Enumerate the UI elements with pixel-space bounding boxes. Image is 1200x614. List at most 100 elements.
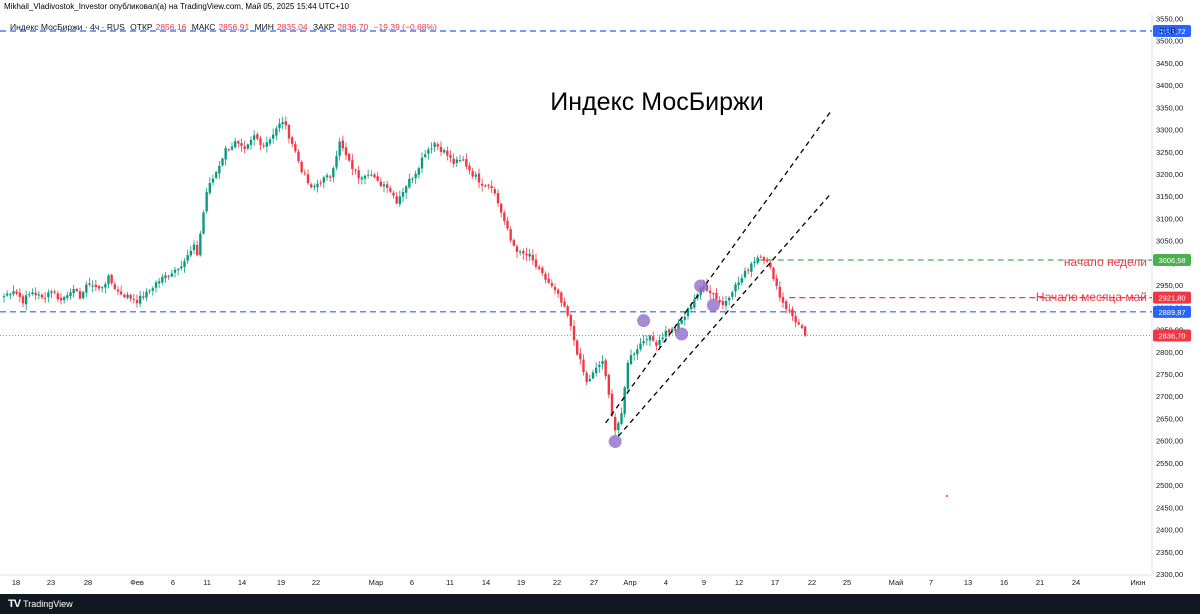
candle-body[interactable] (151, 288, 155, 291)
candle-body[interactable] (607, 374, 611, 395)
candle-body[interactable] (598, 365, 601, 367)
candle-body[interactable] (550, 283, 554, 287)
candle-body[interactable] (319, 182, 322, 184)
candle-body[interactable] (759, 256, 763, 258)
candle-body[interactable] (417, 168, 421, 175)
candle-body[interactable] (803, 326, 807, 336)
candle-body[interactable] (474, 174, 478, 177)
candle-body[interactable] (176, 269, 180, 271)
candle-body[interactable] (123, 294, 126, 297)
candle-body[interactable] (243, 146, 246, 150)
candle-body[interactable] (683, 316, 687, 320)
candle-body[interactable] (284, 121, 288, 126)
candle-body[interactable] (309, 184, 313, 188)
candle-body[interactable] (278, 123, 281, 129)
candle-body[interactable] (414, 173, 417, 179)
candle-body[interactable] (658, 339, 661, 346)
candle-body[interactable] (686, 308, 690, 317)
price-chart[interactable]: 3550,00 3500,00 3450,00 3400,00 3350,00 3300,… (0, 0, 1200, 594)
candle-body[interactable] (135, 300, 139, 304)
candle-body[interactable] (794, 316, 797, 323)
candle-body[interactable] (262, 145, 265, 147)
candle-body[interactable] (12, 291, 15, 294)
candle-body[interactable] (265, 142, 269, 147)
candle-body[interactable] (113, 284, 117, 289)
candle-body[interactable] (471, 171, 474, 177)
candle-body[interactable] (81, 292, 85, 299)
candle-body[interactable] (544, 273, 547, 280)
candle-body[interactable] (480, 183, 484, 186)
candle-body[interactable] (487, 184, 490, 186)
candle-body[interactable] (762, 257, 766, 261)
candle-body[interactable] (452, 158, 455, 164)
candle-body[interactable] (708, 290, 712, 294)
candle-body[interactable] (173, 269, 177, 273)
candle-body[interactable] (442, 150, 446, 153)
candle-body[interactable] (648, 335, 652, 341)
candle-body[interactable] (75, 289, 79, 292)
candle-body[interactable] (395, 196, 398, 204)
candle-body[interactable] (183, 261, 186, 267)
candle-body[interactable] (252, 135, 256, 140)
candle-body[interactable] (623, 387, 626, 414)
candle-body[interactable] (575, 340, 579, 355)
candle-body[interactable] (379, 181, 383, 186)
candle-body[interactable] (2, 296, 6, 298)
candle-body[interactable] (617, 423, 620, 431)
candle-body[interactable] (72, 289, 75, 294)
candle-body[interactable] (689, 306, 693, 310)
candle-body[interactable] (351, 160, 354, 170)
candle-body[interactable] (534, 259, 538, 267)
candle-body[interactable] (366, 174, 370, 176)
candle-body[interactable] (97, 285, 101, 289)
candle-body[interactable] (100, 287, 104, 289)
candle-body[interactable] (585, 372, 588, 382)
candle-body[interactable] (537, 266, 541, 269)
touch-marker[interactable] (706, 298, 720, 312)
candle-body[interactable] (154, 282, 158, 288)
candle-body[interactable] (677, 322, 680, 330)
touch-marker[interactable] (675, 327, 689, 341)
candle-body[interactable] (192, 244, 196, 251)
candle-body[interactable] (325, 175, 329, 178)
candle-body[interactable] (224, 148, 227, 160)
currency-label[interactable]: RUB (1159, 27, 1176, 36)
candle-body[interactable] (645, 339, 649, 341)
candle-body[interactable] (164, 275, 167, 279)
candle-body[interactable] (610, 393, 614, 416)
candle-body[interactable] (138, 295, 142, 304)
candle-body[interactable] (275, 128, 278, 136)
candle-body[interactable] (651, 336, 655, 341)
candle-body[interactable] (427, 149, 430, 154)
candle-body[interactable] (116, 289, 120, 292)
candle-body[interactable] (588, 379, 592, 381)
candle-body[interactable] (281, 122, 284, 125)
candle-body[interactable] (205, 192, 208, 212)
candle-body[interactable] (300, 161, 303, 173)
candle-body[interactable] (338, 141, 341, 156)
candle-body[interactable] (547, 278, 550, 283)
candle-body[interactable] (420, 157, 424, 169)
candle-body[interactable] (461, 159, 465, 161)
candle-body[interactable] (525, 253, 528, 256)
week-start-annotation[interactable]: начало недели (1064, 255, 1147, 269)
candle-body[interactable] (750, 263, 753, 272)
candle-body[interactable] (246, 144, 250, 149)
candle-body[interactable] (376, 176, 379, 181)
candle-body[interactable] (788, 309, 791, 311)
candle-body[interactable] (433, 143, 436, 148)
candle-body[interactable] (354, 169, 357, 171)
candle-body[interactable] (389, 188, 392, 192)
plot-area[interactable] (0, 14, 1152, 574)
symbol-title[interactable]: Индекс МосБиржи · 4ч · RUS (10, 22, 125, 32)
tradingview-logo[interactable]: TV TradingView (8, 594, 73, 614)
candle-body[interactable] (746, 269, 750, 271)
candle-body[interactable] (199, 233, 202, 256)
candle-body[interactable] (800, 325, 804, 328)
candle-body[interactable] (718, 299, 721, 303)
candle-body[interactable] (449, 155, 452, 158)
candle-body[interactable] (145, 291, 148, 298)
candle-body[interactable] (423, 154, 427, 157)
candle-body[interactable] (186, 255, 189, 261)
candle-body[interactable] (271, 134, 275, 139)
